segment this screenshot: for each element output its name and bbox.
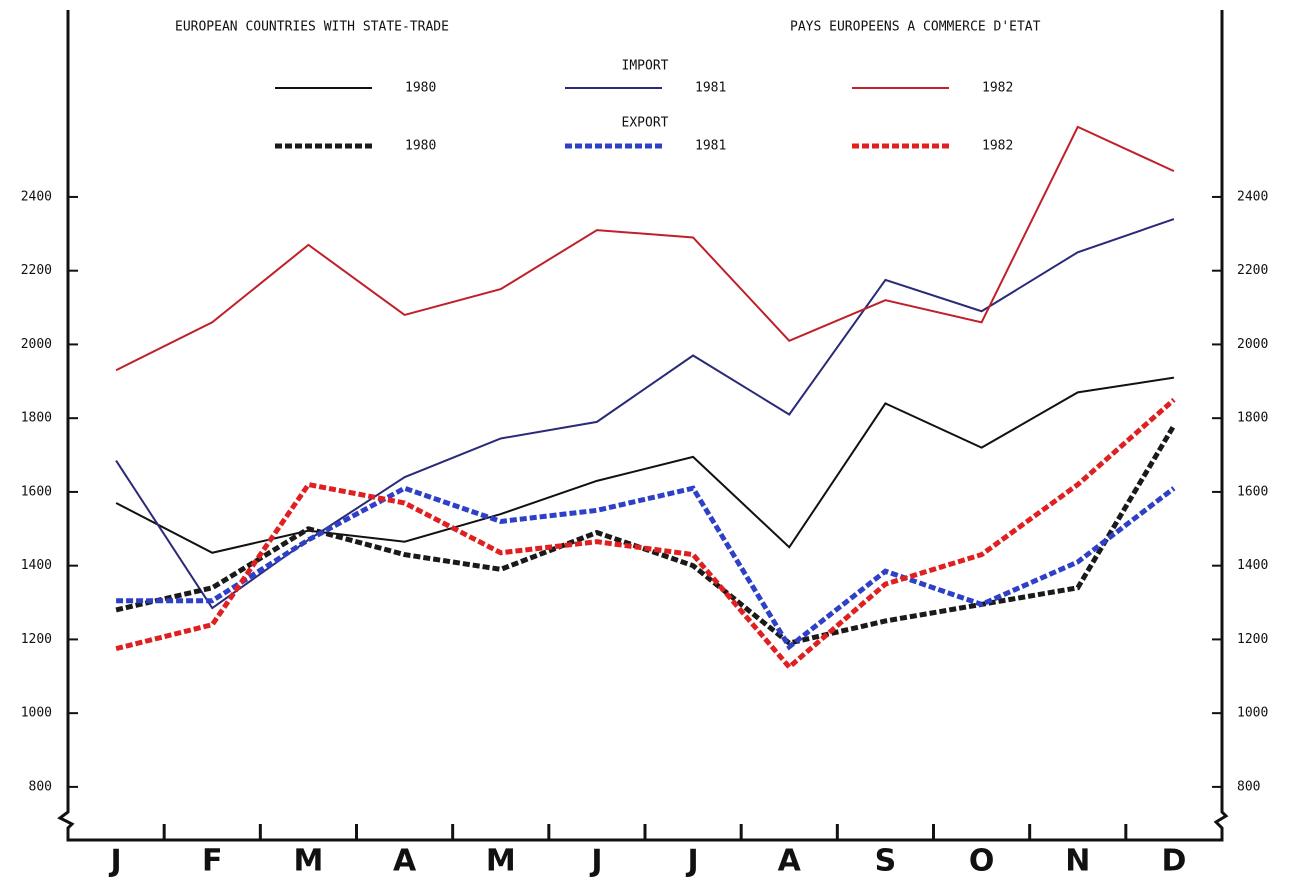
y2-tick-label: 800	[1237, 779, 1260, 794]
x-tick-label: M	[486, 844, 516, 877]
data-line	[115, 376, 1175, 554]
chart-title: EUROPEAN COUNTRIES WITH STATE-TRADE	[175, 20, 449, 35]
x-tick-label: A	[393, 844, 417, 877]
axes	[57, 10, 1229, 842]
legend-label: 1981	[695, 139, 726, 154]
y-tick-label: 2000	[21, 337, 52, 352]
x-tick-label: J	[589, 844, 602, 877]
y-tick-label: 2200	[21, 263, 52, 278]
y2-tick-label: 2200	[1237, 263, 1268, 278]
legend-group-label: IMPORT	[622, 59, 669, 74]
y-tick-label: 1000	[21, 706, 52, 721]
legend-label: 1982	[982, 139, 1013, 154]
y2-tick-label: 1800	[1237, 411, 1268, 426]
legend-label: 1980	[405, 81, 436, 96]
y-tick-label: 1200	[21, 632, 52, 647]
y2-tick-label: 2400	[1237, 189, 1268, 204]
legend-group-label: EXPORT	[622, 116, 669, 131]
x-tick-label: S	[875, 844, 897, 877]
x-tick-label: J	[685, 844, 698, 877]
y-tick-label: 1800	[21, 411, 52, 426]
data-line	[116, 485, 1176, 651]
data-line	[115, 424, 1177, 646]
y2-tick-label: 1600	[1237, 484, 1268, 499]
x-tick-label: D	[1161, 844, 1186, 877]
x-tick-label: J	[108, 844, 121, 877]
y-tick-label: 2400	[21, 189, 52, 204]
x-tick-label: N	[1065, 844, 1090, 877]
legend-label: 1982	[982, 81, 1013, 96]
chart-subtitle: PAYS EUROPEENS A COMMERCE D'ETAT	[790, 20, 1041, 35]
data-line	[115, 397, 1176, 671]
y-tick-label: 1400	[21, 558, 52, 573]
x-tick-label: M	[293, 844, 323, 877]
x-tick-label: A	[778, 844, 802, 877]
y2-tick-label: 1000	[1237, 706, 1268, 721]
legend-label: 1980	[405, 139, 436, 154]
y-tick-label: 800	[29, 779, 52, 794]
y2-tick-label: 1200	[1237, 632, 1268, 647]
legend-label: 1981	[695, 81, 726, 96]
data-line	[115, 125, 1175, 372]
x-tick-label: O	[969, 844, 995, 877]
y-tick-label: 1600	[21, 484, 52, 499]
x-tick-label: F	[202, 844, 223, 877]
y2-tick-label: 2000	[1237, 337, 1268, 352]
y2-tick-label: 1400	[1237, 558, 1268, 573]
